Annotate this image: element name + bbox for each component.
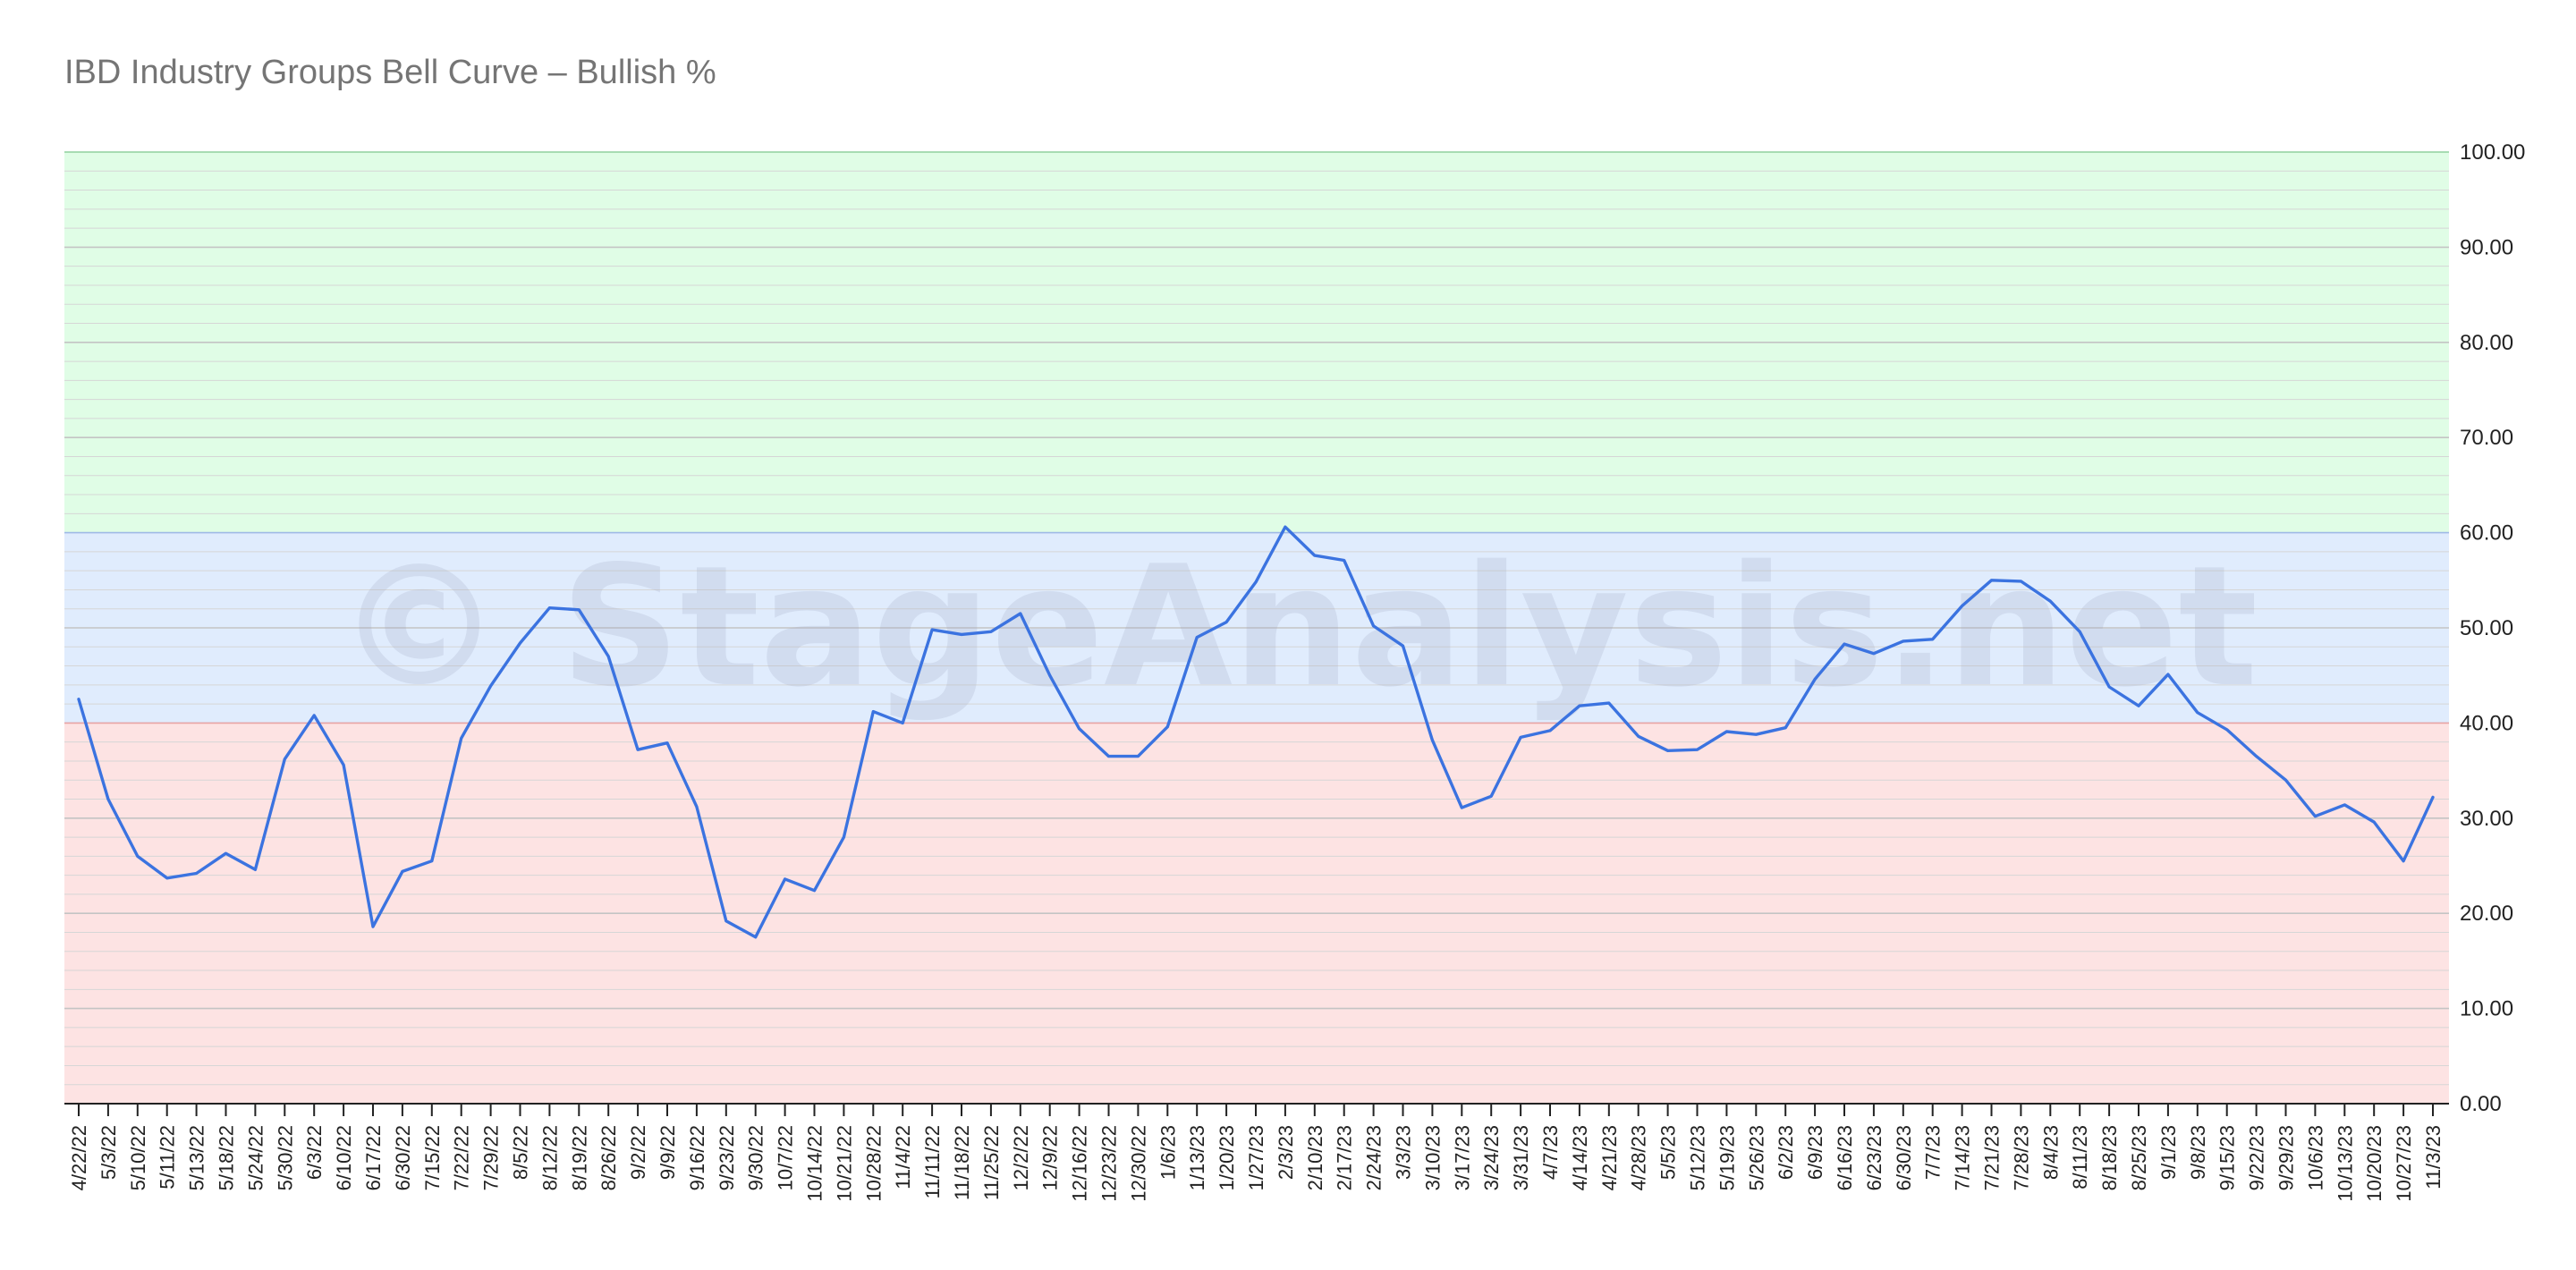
x-tick-label: 7/22/22 [451, 1125, 473, 1190]
x-tick-label: 5/10/22 [127, 1125, 149, 1190]
y-tick-label: 10.00 [2460, 997, 2513, 1021]
x-tick-label: 12/16/22 [1069, 1125, 1091, 1202]
x-tick-label: 1/6/23 [1157, 1125, 1179, 1180]
x-tick-label: 4/21/23 [1598, 1125, 1621, 1190]
x-tick-label: 11/4/22 [892, 1125, 914, 1190]
x-tick-label: 8/12/22 [538, 1125, 561, 1190]
x-tick-label: 8/11/23 [2069, 1125, 2091, 1190]
x-tick-label: 3/10/23 [1421, 1125, 1444, 1190]
x-tick-label: 5/18/22 [216, 1125, 238, 1190]
x-tick-label: 5/13/22 [186, 1125, 208, 1190]
x-tick-label: 9/30/22 [745, 1125, 767, 1190]
x-tick-label: 1/20/23 [1216, 1125, 1238, 1190]
x-tick-label: 9/15/23 [2216, 1125, 2239, 1190]
x-tick-label: 6/17/22 [362, 1125, 385, 1190]
x-tick-label: 6/23/23 [1863, 1125, 1885, 1190]
series-layer [77, 525, 2435, 939]
x-tick-label: 8/4/23 [2039, 1125, 2062, 1180]
x-tick-label: 9/8/23 [2187, 1125, 2209, 1180]
x-tick-label: 4/28/23 [1628, 1125, 1650, 1190]
x-tick-label: 1/13/23 [1186, 1125, 1208, 1190]
y-tick-label: 90.00 [2460, 235, 2513, 259]
x-tick-label: 5/30/22 [274, 1125, 296, 1190]
y-tick-label: 80.00 [2460, 331, 2513, 355]
y-tick-label: 60.00 [2460, 521, 2513, 546]
x-tick-label: 7/21/23 [1981, 1125, 2004, 1190]
x-tick-label: 8/26/22 [597, 1125, 620, 1190]
x-tick-label: 10/20/23 [2363, 1125, 2385, 1202]
x-tick-label: 6/16/23 [1834, 1125, 1856, 1190]
x-tick-label: 10/21/22 [833, 1125, 855, 1202]
x-tick-label: 2/10/23 [1304, 1125, 1326, 1190]
x-tick-label: 5/5/23 [1657, 1125, 1680, 1180]
x-tick-label: 9/22/23 [2246, 1125, 2268, 1190]
y-tick-label: 20.00 [2460, 902, 2513, 926]
x-tick-label: 8/25/23 [2128, 1125, 2150, 1190]
y-tick-label: 40.00 [2460, 711, 2513, 735]
x-tick-label: 7/28/23 [2010, 1125, 2032, 1190]
y-tick-label: 70.00 [2460, 426, 2513, 450]
x-tick-label: 4/22/22 [68, 1125, 90, 1190]
x-tick-label: 2/17/23 [1334, 1125, 1356, 1190]
x-tick-label: 12/2/22 [1010, 1125, 1032, 1190]
x-tick-label: 9/23/22 [716, 1125, 738, 1190]
x-tick-label: 3/17/23 [1451, 1125, 1473, 1190]
y-tick-label: 100.00 [2460, 140, 2525, 165]
x-tick-label: 11/11/22 [921, 1125, 944, 1198]
y-tick-label: 30.00 [2460, 807, 2513, 831]
y-tick-label: 0.00 [2460, 1092, 2502, 1116]
x-tick-label: 6/30/23 [1893, 1125, 1915, 1190]
x-tick-label: 6/9/23 [1804, 1125, 1826, 1180]
x-tick-label: 10/6/23 [2304, 1125, 2326, 1190]
x-tick-label: 3/24/23 [1480, 1125, 1503, 1190]
x-tick-label: 12/9/22 [1039, 1125, 1062, 1190]
chart-title: IBD Industry Groups Bell Curve – Bullish… [64, 54, 716, 91]
x-tick-label: 5/26/23 [1745, 1125, 1767, 1190]
x-tick-label: 5/3/22 [97, 1125, 120, 1180]
x-axis: 4/22/22 5/3/22 5/10/22 5/11/22 5/13/22 5/18/2… [68, 1104, 2445, 1202]
x-tick-label: 2/3/23 [1275, 1125, 1297, 1180]
x-tick-label: 7/14/23 [1952, 1125, 1974, 1190]
watermark-text: © StageAnalysis.net [336, 529, 2258, 724]
x-tick-label: 6/3/22 [303, 1125, 326, 1180]
x-tick-label: 9/16/22 [686, 1125, 708, 1190]
x-tick-label: 7/7/23 [1922, 1125, 1945, 1180]
x-tick-label: 12/30/22 [1127, 1125, 1149, 1202]
x-tick-label: 3/31/23 [1510, 1125, 1532, 1190]
x-tick-label: 4/7/23 [1539, 1125, 1562, 1180]
x-tick-label: 1/27/23 [1245, 1125, 1267, 1190]
x-tick-label: 4/14/23 [1569, 1125, 1591, 1190]
x-tick-label: 7/29/22 [480, 1125, 503, 1190]
x-tick-label: 12/23/22 [1098, 1125, 1121, 1202]
x-tick-label: 6/2/23 [1775, 1125, 1797, 1180]
x-tick-label: 9/1/23 [2157, 1125, 2180, 1180]
x-tick-label: 10/28/22 [862, 1125, 885, 1202]
x-tick-label: 9/2/22 [627, 1125, 649, 1180]
x-tick-label: 10/7/22 [775, 1125, 797, 1190]
x-tick-label: 9/9/22 [657, 1125, 679, 1180]
x-tick-label: 6/10/22 [333, 1125, 355, 1190]
x-tick-label: 11/3/23 [2422, 1125, 2445, 1190]
x-tick-label: 7/15/22 [421, 1125, 444, 1190]
y-tick-label: 50.00 [2460, 616, 2513, 640]
x-tick-label: 10/27/23 [2393, 1125, 2415, 1202]
x-tick-label: 10/14/22 [804, 1125, 826, 1202]
x-tick-label: 11/25/22 [980, 1125, 1003, 1200]
x-tick-label: 8/18/23 [2098, 1125, 2121, 1190]
x-tick-label: 5/11/22 [157, 1125, 179, 1190]
x-tick-label: 6/30/22 [392, 1125, 414, 1190]
y-axis-ticks: 0.00 10.00 20.00 30.00 40.00 50.00 60.00 70.00 8… [2460, 140, 2525, 1116]
x-tick-label: 3/3/23 [1393, 1125, 1415, 1180]
x-tick-label: 10/13/23 [2334, 1125, 2356, 1202]
x-tick-label: 8/5/22 [510, 1125, 532, 1180]
x-tick-label: 2/24/23 [1363, 1125, 1385, 1190]
x-tick-label: 5/24/22 [244, 1125, 267, 1190]
x-tick-label: 8/19/22 [568, 1125, 590, 1190]
x-tick-label: 9/29/23 [2275, 1125, 2298, 1190]
x-tick-label: 5/12/23 [1687, 1125, 1709, 1190]
x-tick-label: 5/19/23 [1716, 1125, 1738, 1190]
x-tick-label: 11/18/22 [951, 1125, 973, 1200]
